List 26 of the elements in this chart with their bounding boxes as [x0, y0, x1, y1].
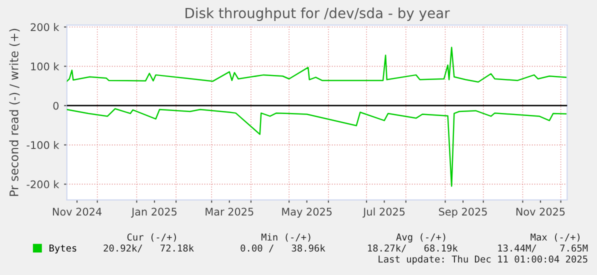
x-tick-label: Jan 2025 [131, 208, 177, 218]
x-tick-label: Sep 2025 [438, 208, 487, 218]
legend-label: Bytes [50, 244, 76, 254]
text: 13.44M/ 7.65M [498, 244, 588, 252]
text: Cur (-/+) [127, 233, 176, 242]
text: Last update: Thu Dec 11 01:00:04 2025 [378, 255, 588, 264]
y-axis-title: Pr second read (-) / write (+) [9, 28, 20, 196]
text: 0.00 / 38.96k [240, 244, 326, 252]
line-series [66, 108, 567, 187]
y-tick-label: 0 [53, 102, 59, 110]
y-tick-label: 200 k [30, 23, 60, 32]
text: 18.27k/ 68.19k [368, 244, 458, 252]
text: 20.92k/ 72.18k [104, 244, 194, 252]
text: Avg (-/+) [396, 233, 446, 242]
y-tick-label: -100 k [26, 140, 60, 150]
x-tick-label: May 2025 [282, 208, 332, 218]
text: Max (-/+) [530, 233, 580, 242]
x-tick-label: Nov 2024 [52, 208, 102, 216]
text: Min (-/+) [261, 233, 310, 242]
y-tick-label: -200 k [26, 180, 60, 188]
chart-title: Disk throughput for /dev/sda - by year [186, 8, 450, 21]
x-tick-label: Jul 2025 [362, 208, 405, 218]
line-series [66, 46, 567, 83]
x-tick-label: Mar 2025 [206, 208, 254, 216]
x-tick-label: Nov 2025 [516, 208, 565, 216]
y-tick-label: 100 k [31, 62, 60, 70]
